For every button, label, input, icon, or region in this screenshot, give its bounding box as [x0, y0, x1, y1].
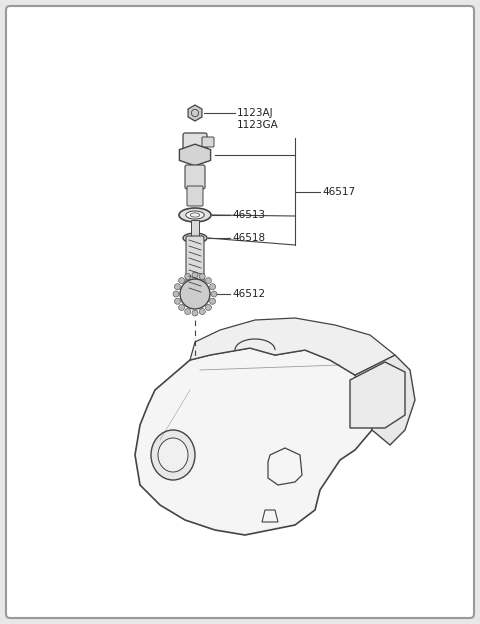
Polygon shape — [188, 105, 202, 121]
Circle shape — [210, 284, 216, 290]
Circle shape — [205, 305, 211, 310]
FancyBboxPatch shape — [185, 165, 205, 189]
Circle shape — [205, 278, 211, 283]
Circle shape — [179, 278, 185, 283]
Text: 46512: 46512 — [232, 289, 265, 299]
Polygon shape — [180, 144, 211, 166]
Circle shape — [199, 308, 205, 314]
FancyBboxPatch shape — [187, 186, 203, 206]
Text: 1123AJ: 1123AJ — [237, 108, 274, 118]
Circle shape — [179, 305, 185, 310]
Polygon shape — [350, 362, 405, 428]
Text: 46517: 46517 — [322, 187, 355, 197]
Text: 46513: 46513 — [232, 210, 265, 220]
Circle shape — [185, 273, 191, 280]
Circle shape — [192, 272, 198, 278]
Polygon shape — [135, 348, 372, 535]
Circle shape — [174, 298, 180, 305]
Ellipse shape — [186, 211, 204, 219]
FancyBboxPatch shape — [6, 6, 474, 618]
Polygon shape — [355, 355, 415, 445]
Ellipse shape — [190, 236, 201, 240]
Circle shape — [185, 308, 191, 314]
Circle shape — [173, 291, 179, 297]
Ellipse shape — [179, 208, 211, 222]
Circle shape — [199, 273, 205, 280]
Ellipse shape — [158, 438, 188, 472]
Text: 46518: 46518 — [232, 233, 265, 243]
Bar — [191, 220, 199, 238]
FancyBboxPatch shape — [186, 236, 204, 295]
Ellipse shape — [151, 430, 195, 480]
Circle shape — [192, 310, 198, 316]
FancyBboxPatch shape — [183, 133, 207, 151]
Circle shape — [174, 284, 180, 290]
Circle shape — [180, 279, 210, 309]
Circle shape — [211, 291, 217, 297]
Text: 1123GA: 1123GA — [237, 120, 279, 130]
FancyBboxPatch shape — [202, 137, 214, 147]
Polygon shape — [190, 318, 395, 375]
Circle shape — [210, 298, 216, 305]
Ellipse shape — [183, 233, 207, 243]
Ellipse shape — [190, 213, 200, 217]
